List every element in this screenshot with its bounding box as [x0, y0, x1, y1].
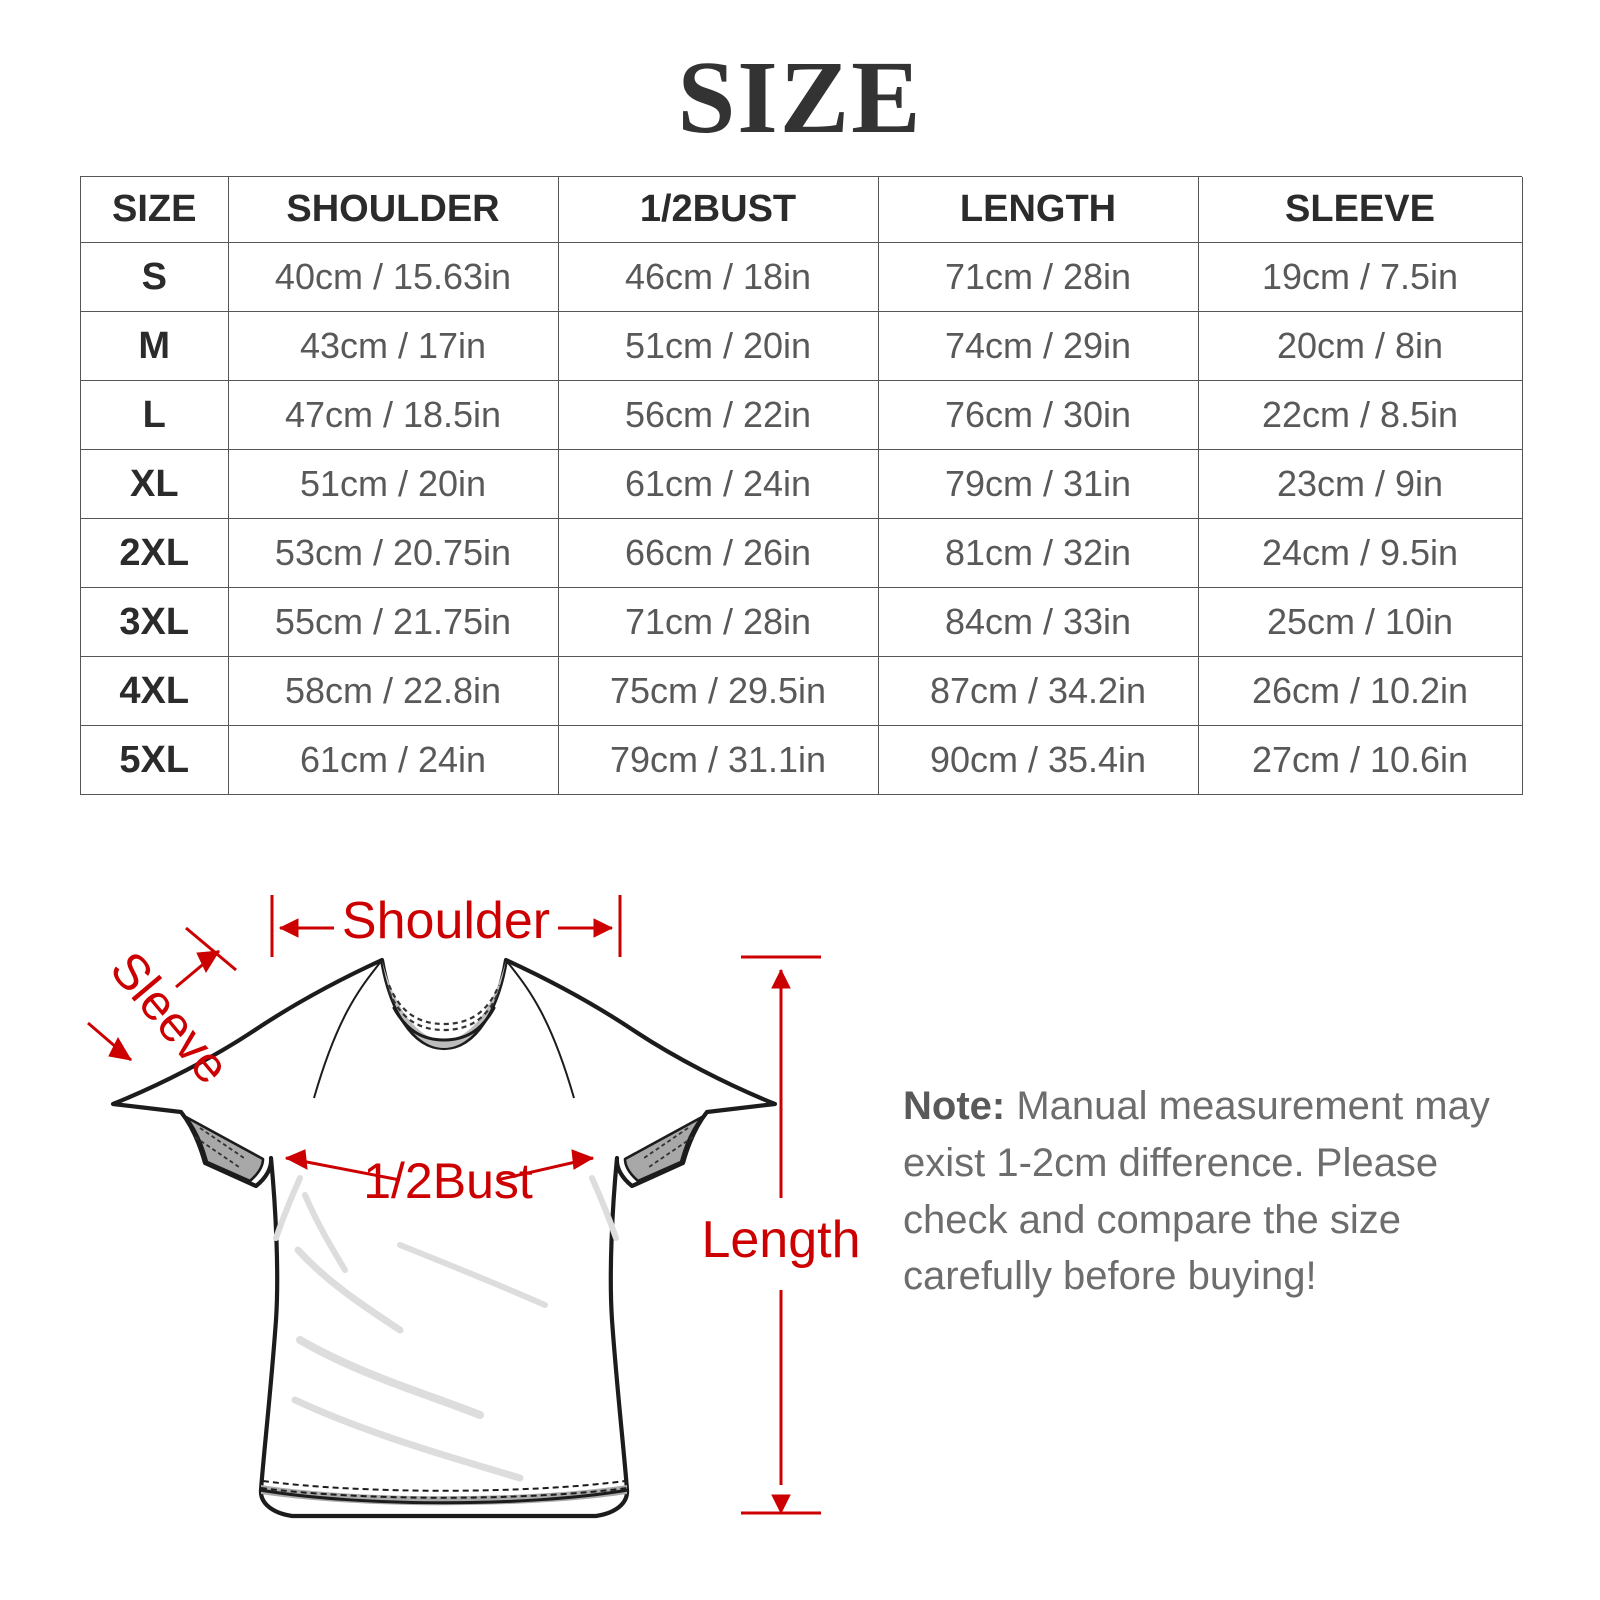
- svg-text:Sleeve: Sleeve: [100, 941, 241, 1094]
- svg-text:Length: Length: [701, 1211, 860, 1269]
- svg-text:Shoulder: Shoulder: [342, 892, 550, 950]
- svg-text:1/2Bust: 1/2Bust: [363, 1153, 533, 1209]
